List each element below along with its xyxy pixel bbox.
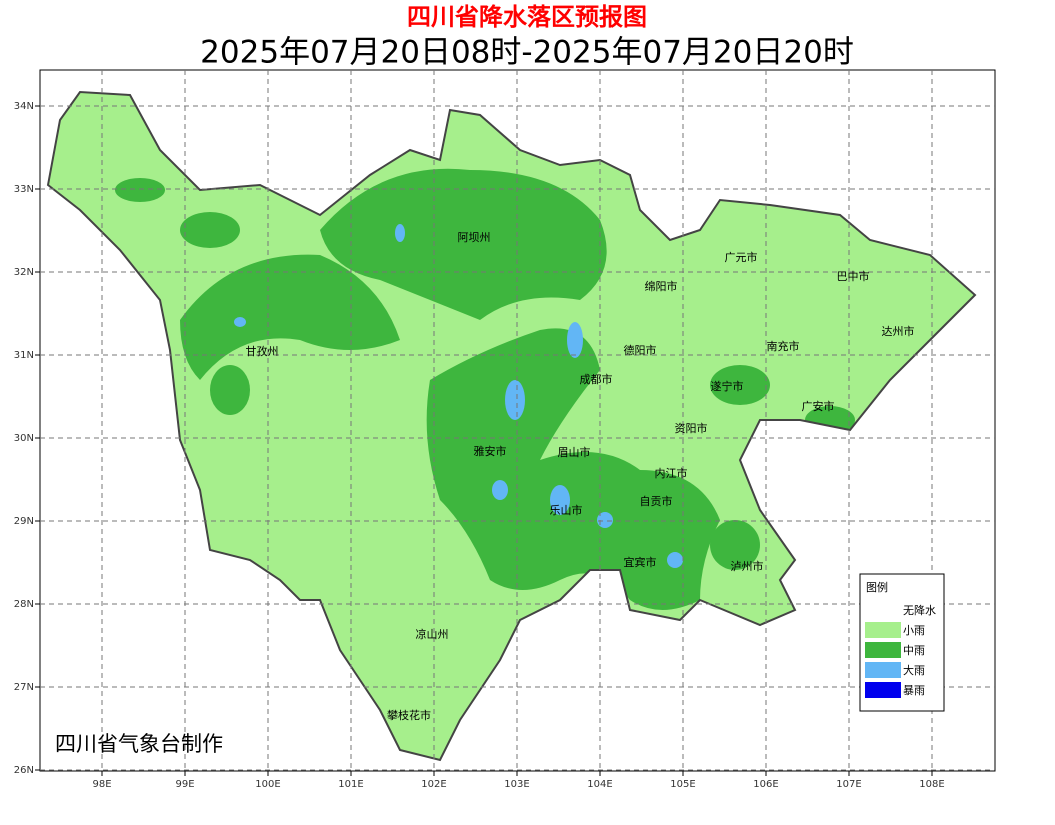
- region-label: 南充市: [767, 339, 800, 353]
- region-label: 雅安市: [474, 444, 507, 458]
- province: [46, 90, 977, 762]
- moderate-rain-areas: [115, 168, 855, 610]
- legend-swatch: [865, 682, 901, 698]
- lon-tick-label: 108E: [919, 779, 944, 790]
- lat-tick-label: 30N: [14, 433, 34, 444]
- region-label: 德阳市: [624, 343, 657, 357]
- lat-tick-label: 28N: [14, 599, 34, 610]
- legend-label: 小雨: [903, 624, 925, 637]
- legend-label: 中雨: [903, 644, 925, 657]
- lat-tick-label: 27N: [14, 682, 34, 693]
- region-label: 绵阳市: [645, 279, 678, 293]
- legend-label: 无降水: [903, 603, 936, 617]
- heavy-rain-areas: [234, 224, 683, 568]
- region-label: 巴中市: [837, 269, 870, 283]
- region-label: 成都市: [580, 372, 613, 386]
- subtitle: 2025年07月20日08时-2025年07月20日20时: [200, 35, 854, 71]
- region-label: 阿坝州: [458, 230, 491, 244]
- region-label: 广元市: [725, 250, 758, 264]
- lon-tick-label: 105E: [670, 779, 695, 790]
- lon-tick-label: 103E: [504, 779, 529, 790]
- legend-label: 暴雨: [903, 684, 925, 697]
- region-label: 遂宁市: [711, 379, 744, 393]
- lon-tick-label: 99E: [175, 779, 194, 790]
- province-border: [46, 90, 977, 762]
- title: 四川省降水落区预报图: [407, 3, 647, 31]
- region-label: 自贡市: [640, 494, 673, 508]
- lat-tick-label: 34N: [14, 101, 34, 112]
- lon-tick-label: 106E: [753, 779, 778, 790]
- lat-tick-label: 33N: [14, 184, 34, 195]
- lon-tick-label: 98E: [92, 779, 111, 790]
- lat-tick-label: 31N: [14, 350, 34, 361]
- lat-tick-label: 32N: [14, 267, 34, 278]
- region-label: 凉山州: [416, 627, 449, 641]
- lon-tick-label: 104E: [587, 779, 612, 790]
- lon-tick-label: 101E: [338, 779, 363, 790]
- legend-title: 图例: [866, 580, 888, 594]
- region-label: 宜宾市: [624, 555, 657, 569]
- lon-tick-label: 100E: [255, 779, 280, 790]
- region-label: 甘孜州: [246, 344, 279, 358]
- lat-tick-label: 26N: [14, 765, 34, 776]
- region-label: 泸州市: [731, 559, 764, 573]
- lon-tick-label: 102E: [421, 779, 446, 790]
- region-label: 乐山市: [550, 503, 583, 517]
- grid: 98E 99E 100E 101E 102E 103E 104E 105E 106E 107E 10…: [14, 70, 995, 790]
- lon-tick-label: 107E: [836, 779, 861, 790]
- region-label: 广安市: [802, 399, 835, 413]
- region-label: 攀枝花市: [387, 708, 431, 722]
- legend-swatch: [865, 662, 901, 678]
- region-label: 资阳市: [675, 421, 708, 435]
- region-label: 眉山市: [558, 445, 591, 459]
- legend-label: 大雨: [903, 663, 925, 677]
- lat-tick-label: 29N: [14, 516, 34, 527]
- footer: 四川省气象台制作: [55, 732, 223, 756]
- legend-swatch: [865, 622, 901, 638]
- region-label: 达州市: [882, 324, 915, 338]
- region-label: 内江市: [655, 466, 688, 480]
- legend-swatch: [865, 602, 901, 618]
- legend-swatch: [865, 642, 901, 658]
